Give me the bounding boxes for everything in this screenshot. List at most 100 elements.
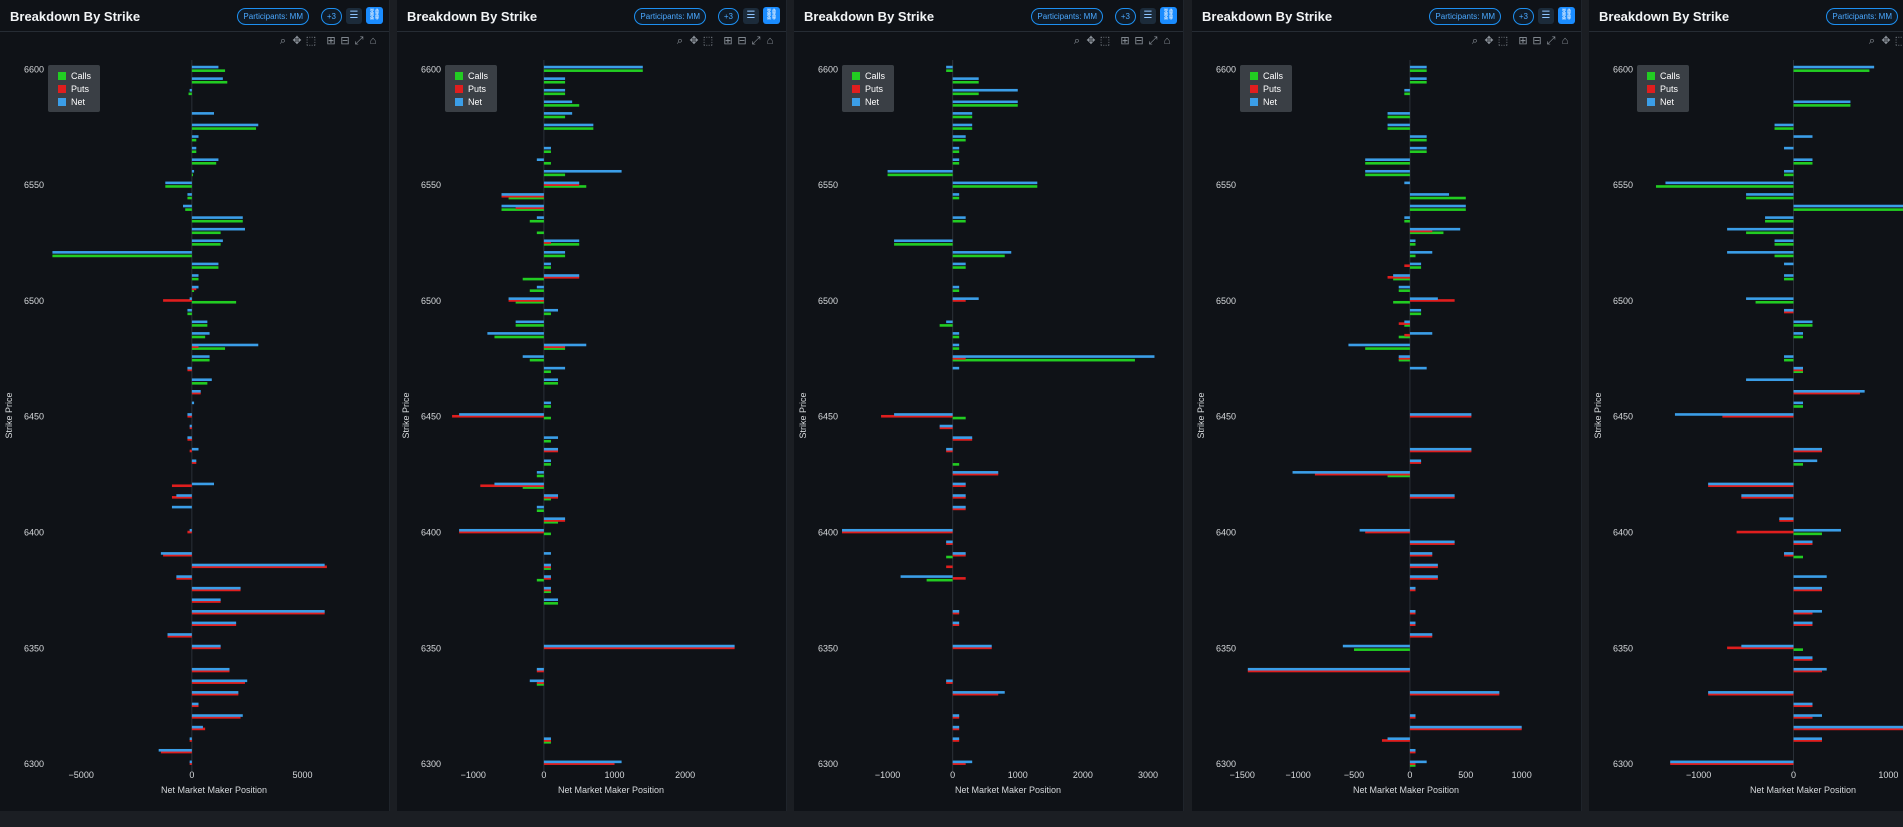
bar-net[interactable] [1398,285,1410,289]
bar-net[interactable] [952,100,1018,104]
bar-calls[interactable] [1793,555,1803,559]
bar-net[interactable] [543,262,551,266]
bar-puts[interactable] [1793,611,1813,615]
bar-puts[interactable] [952,623,960,626]
bar-calls[interactable] [543,347,566,350]
autoscale-icon[interactable]: ⤢ [751,35,763,47]
bar-puts[interactable] [501,194,544,198]
bar-net[interactable] [1404,88,1410,92]
bar-net[interactable] [543,760,622,764]
bar-net[interactable] [1409,262,1422,266]
bar-puts[interactable] [1409,577,1438,580]
bar-puts[interactable] [187,530,192,534]
bar-net[interactable] [939,424,953,428]
bar-calls[interactable] [952,254,1005,258]
bar-calls[interactable] [1409,312,1422,316]
bar-calls[interactable] [543,185,587,188]
bar-calls[interactable] [1793,335,1803,339]
bar-calls[interactable] [522,277,544,281]
bar-calls[interactable] [52,254,192,258]
bar-calls[interactable] [1404,324,1410,327]
bar-puts[interactable] [1409,299,1455,302]
bar-net[interactable] [543,343,587,347]
bar-puts[interactable] [1793,658,1813,661]
bar-net[interactable] [1727,227,1794,231]
bar-calls[interactable] [191,127,257,130]
bar-puts[interactable] [946,681,953,684]
bar-net[interactable] [946,65,953,69]
bar-net[interactable] [952,216,966,219]
bar-net[interactable] [189,760,192,764]
bar-calls[interactable] [952,463,960,466]
bar-calls[interactable] [1404,219,1410,223]
bar-puts[interactable] [191,588,241,592]
more-filters-button[interactable]: +3 [1512,8,1534,25]
bar-puts[interactable] [189,426,192,430]
bar-net[interactable] [1409,575,1438,578]
bar-calls[interactable] [1365,173,1410,177]
bar-net[interactable] [1409,366,1427,370]
bar-net[interactable] [189,424,192,428]
bar-puts[interactable] [1741,496,1794,499]
bar-net[interactable] [536,471,544,474]
bar-net[interactable] [952,146,960,150]
bar-puts[interactable] [946,565,953,569]
bar-net[interactable] [1342,644,1410,648]
bar-puts[interactable] [1793,704,1813,708]
bar-puts[interactable] [1793,727,1903,731]
bar-calls[interactable] [1409,208,1466,211]
bar-net[interactable] [1409,251,1433,254]
bar-puts[interactable] [1409,449,1472,453]
bar-calls[interactable] [501,208,544,211]
link-icon[interactable]: ⛓ [1558,7,1575,24]
bar-net[interactable] [1784,355,1794,358]
bar-calls[interactable] [952,358,1135,362]
bar-calls[interactable] [522,486,544,489]
bar-net[interactable] [191,714,243,717]
bar-net[interactable] [1746,193,1794,196]
bar-calls[interactable] [952,196,960,200]
bar-puts[interactable] [1722,414,1794,418]
bar-calls[interactable] [952,92,979,96]
bar-net[interactable] [1779,517,1794,520]
bar-net[interactable] [543,169,622,173]
bar-calls[interactable] [529,289,544,292]
bar-net[interactable] [191,123,259,127]
bar-net[interactable] [1708,482,1794,486]
bar-net[interactable] [515,320,544,324]
bar-net[interactable] [536,667,544,671]
bar-net[interactable] [1409,725,1522,729]
bar-calls[interactable] [1404,92,1410,96]
bar-net[interactable] [900,575,953,578]
bar-net[interactable] [1409,135,1427,138]
bar-net[interactable] [952,355,1155,358]
menu-icon[interactable]: ☰ [1140,8,1156,24]
bar-puts[interactable] [952,553,966,557]
pan-icon[interactable]: ✥ [689,35,701,47]
bar-calls[interactable] [1793,405,1803,408]
bar-calls[interactable] [887,173,953,177]
bar-puts[interactable] [952,438,973,441]
bar-calls[interactable] [543,115,566,119]
bar-net[interactable] [1409,204,1466,208]
bar-puts[interactable] [842,530,953,534]
bar-puts[interactable] [1398,322,1410,325]
bar-puts[interactable] [543,183,580,186]
bar-net[interactable] [543,181,580,185]
menu-icon[interactable]: ☰ [346,8,362,24]
bar-net[interactable] [501,193,544,196]
bar-puts[interactable] [952,716,960,719]
bar-net[interactable] [952,760,973,764]
bar-calls[interactable] [191,243,221,246]
bar-net[interactable] [187,308,192,312]
bar-puts[interactable] [189,449,192,453]
zoom-icon[interactable]: ⌕ [1868,35,1878,47]
bar-net[interactable] [952,494,966,497]
bar-net[interactable] [494,482,544,486]
bar-calls[interactable] [543,740,551,744]
bar-calls[interactable] [1784,277,1794,281]
more-filters-button[interactable]: +3 [320,8,342,25]
bar-puts[interactable] [167,634,192,638]
bar-net[interactable] [952,285,960,289]
bar-net[interactable] [952,737,960,740]
